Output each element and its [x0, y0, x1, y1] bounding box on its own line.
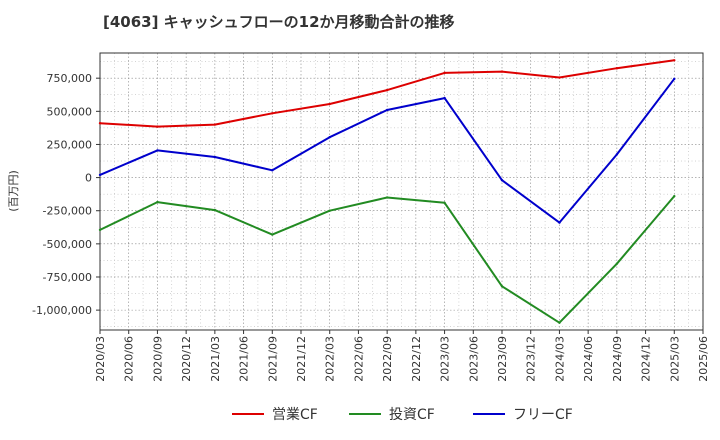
legend-label-3: フリーCF — [513, 407, 573, 423]
x-tick-label: 2021/09 — [266, 336, 279, 382]
x-tick-label: 2025/06 — [697, 336, 710, 382]
x-tick-label: 2024/03 — [553, 336, 566, 382]
x-tick-label: 2021/03 — [209, 336, 222, 382]
y-tick-label: 750,000 — [47, 72, 93, 85]
chart-title: [4063] キャッシュフローの12か月移動合計の推移 — [103, 13, 455, 31]
x-tick-label: 2022/03 — [324, 336, 337, 382]
data-point — [156, 125, 159, 128]
data-point — [443, 96, 446, 100]
x-tick-label: 2020/03 — [94, 336, 107, 382]
data-point — [673, 77, 676, 81]
data-point — [213, 123, 217, 126]
data-point — [98, 122, 102, 125]
data-point — [213, 208, 217, 212]
data-point — [500, 285, 504, 288]
x-tick-label: 2023/09 — [496, 336, 509, 382]
data-point — [500, 179, 504, 182]
x-tick-label: 2021/12 — [295, 336, 308, 382]
legend: 営業CF 投資CF フリーCF — [232, 407, 573, 423]
x-tick-label: 2025/03 — [668, 336, 681, 382]
data-point — [443, 201, 446, 204]
x-tick-label: 2020/06 — [123, 336, 136, 382]
data-point — [673, 59, 676, 62]
x-tick-label: 2022/06 — [352, 336, 365, 382]
data-point — [271, 112, 274, 115]
y-tick-label: -750,000 — [43, 271, 92, 284]
data-point — [271, 233, 274, 236]
x-tick-label: 2021/06 — [238, 336, 251, 382]
data-point — [156, 149, 159, 152]
data-point — [615, 67, 619, 70]
data-point — [98, 228, 102, 232]
x-tick-label: 2024/12 — [640, 336, 653, 382]
data-point — [328, 209, 331, 212]
data-point — [558, 76, 561, 79]
y-tick-label: 500,000 — [47, 105, 93, 118]
x-tick-label: 2023/06 — [467, 336, 480, 382]
data-point — [385, 196, 389, 199]
legend-label-1: 営業CF — [272, 407, 318, 423]
data-point — [328, 102, 331, 106]
data-point — [500, 70, 504, 73]
y-tick-label: -1,000,000 — [32, 304, 92, 317]
data-point — [443, 71, 446, 75]
data-point — [673, 194, 676, 198]
data-point — [328, 135, 331, 139]
y-axis-label: (百万円) — [7, 170, 20, 212]
y-tick-label: -250,000 — [43, 205, 92, 218]
data-point — [615, 262, 619, 265]
plot-border — [99, 52, 704, 331]
legend-label-2: 投資CF — [389, 407, 435, 423]
y-tick-label: -500,000 — [43, 238, 92, 251]
grid-layer — [99, 53, 704, 330]
y-axis-ticks: 750,000 500,000 250,000 0 -250,000 -500,000 -7… — [32, 72, 100, 317]
x-tick-label: 2022/12 — [410, 336, 423, 382]
series-layer — [98, 59, 676, 324]
data-point — [558, 221, 561, 224]
data-point — [98, 173, 102, 177]
x-tick-label: 2024/06 — [582, 336, 595, 382]
x-axis-ticks: 2020/03 2020/06 2020/09 2020/12 2021/03 2021/… — [94, 330, 710, 382]
x-tick-label: 2020/12 — [180, 336, 193, 382]
x-tick-label: 2022/09 — [381, 336, 394, 382]
x-tick-label: 2023/03 — [439, 336, 452, 382]
data-point — [156, 200, 159, 204]
data-point — [615, 153, 619, 156]
data-point — [213, 155, 217, 159]
y-tick-label: 250,000 — [47, 138, 93, 151]
y-tick-label: 0 — [85, 172, 92, 185]
data-point — [385, 108, 389, 112]
data-point — [271, 169, 274, 172]
x-tick-label: 2020/09 — [151, 336, 164, 382]
data-point — [558, 321, 561, 324]
data-point — [385, 88, 389, 92]
x-tick-label: 2023/12 — [525, 336, 538, 382]
x-tick-label: 2024/09 — [611, 336, 624, 382]
